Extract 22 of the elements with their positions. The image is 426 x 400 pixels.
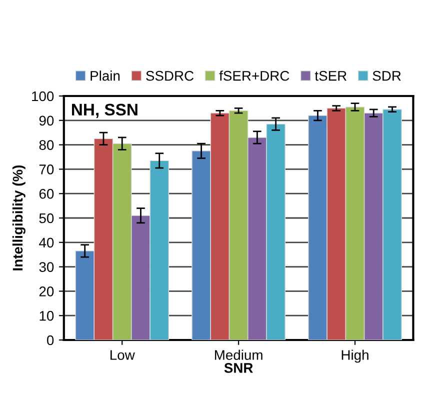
legend-label: fSER+DRC (219, 70, 290, 81)
legend-label: SDR (372, 70, 401, 81)
y-axis-title: Intelligibility (%) (12, 165, 26, 270)
y-tick-label: 50 (39, 213, 54, 224)
x-tick-label: Low (110, 350, 135, 360)
legend-label: SSDRC (146, 70, 194, 81)
y-tick-label: 100 (32, 91, 54, 102)
y-tick-label: 40 (39, 238, 54, 248)
x-tick-label: High (342, 350, 368, 363)
annotation: NH, SSN (72, 104, 138, 118)
y-tick-label: 70 (39, 164, 54, 174)
x-axis-title: SNR (224, 363, 253, 373)
legend-label: Plain (90, 70, 120, 81)
y-tick-label: 90 (39, 116, 54, 126)
y-tick-label: 60 (39, 188, 54, 199)
y-tick-label: 30 (39, 262, 54, 272)
legend-label: tSER (314, 70, 346, 81)
x-tick-label: Medium (215, 350, 262, 360)
y-tick-label: 80 (39, 140, 54, 150)
y-tick-label: 20 (39, 286, 54, 296)
y-tick-label: 10 (40, 310, 54, 321)
y-tick-label: 0 (46, 335, 54, 346)
